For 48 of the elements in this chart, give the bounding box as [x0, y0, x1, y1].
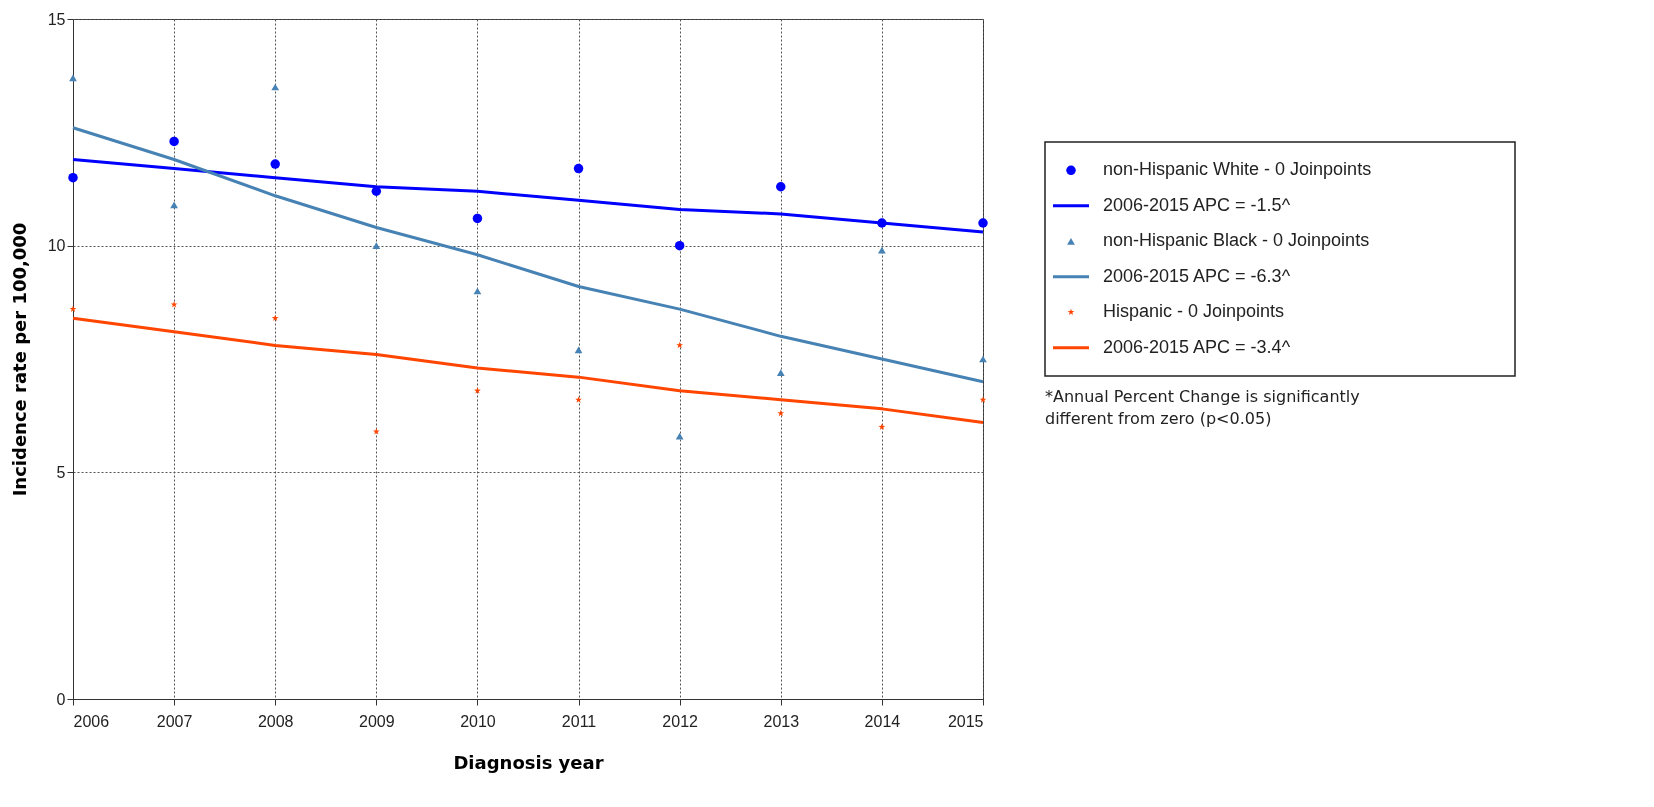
legend-label: 2006-2015 APC = -1.5^ — [1103, 194, 1291, 215]
legend-label: Hispanic - 0 Joinpoints — [1103, 301, 1285, 322]
y-tick-label: 0 — [56, 690, 66, 708]
point — [878, 423, 886, 430]
x-tick-label: 2015 — [947, 712, 984, 730]
point — [776, 369, 785, 376]
point — [776, 182, 786, 192]
y-tick-label: 15 — [47, 10, 66, 28]
x-axis-title: Diagnosis year — [453, 751, 604, 773]
point — [573, 163, 584, 174]
point — [170, 201, 178, 209]
point — [372, 428, 380, 435]
point — [472, 213, 483, 224]
line-series — [71, 316, 985, 424]
legend-label: 2006-2015 APC = -6.3^ — [1103, 265, 1291, 286]
line-series — [71, 158, 985, 234]
x-tick-label: 2009 — [359, 712, 395, 730]
point — [68, 172, 78, 183]
point — [674, 240, 685, 251]
point — [372, 242, 381, 250]
legend-label: non-Hispanic Black - 0 Joinpoints — [1103, 230, 1370, 251]
legend-label: non-Hispanic White - 0 Joinpoints — [1103, 159, 1372, 180]
line-series — [71, 126, 985, 384]
x-tick-label: 2010 — [460, 712, 496, 730]
x-tick-label: 2007 — [156, 712, 193, 730]
x-tick-label: 2014 — [864, 712, 901, 730]
point — [69, 74, 77, 82]
x-tick-label: 2006 — [73, 712, 110, 730]
point — [169, 136, 179, 147]
point — [271, 314, 279, 322]
x-tick-label: 2008 — [257, 712, 294, 730]
y-tick-label: 10 — [47, 237, 66, 255]
point — [978, 218, 988, 228]
y-axis-title: Incidence rate per 100,000 — [8, 222, 30, 497]
point — [878, 246, 886, 254]
y-tick-label: 5 — [56, 463, 66, 481]
x-tick-label: 2013 — [763, 712, 800, 730]
point — [69, 305, 77, 312]
x-tick-label: 2012 — [662, 712, 699, 730]
x-tick-label: 2011 — [561, 712, 597, 730]
point — [676, 341, 684, 349]
legend-label: 2006-2015 APC = -3.4^ — [1103, 336, 1291, 357]
point — [777, 409, 785, 417]
point — [575, 396, 582, 403]
text: *Annual Percent Change is significantly different from zero (p<0.05) — [1045, 387, 1360, 428]
point — [170, 301, 178, 308]
point — [270, 159, 280, 169]
point — [574, 346, 583, 354]
